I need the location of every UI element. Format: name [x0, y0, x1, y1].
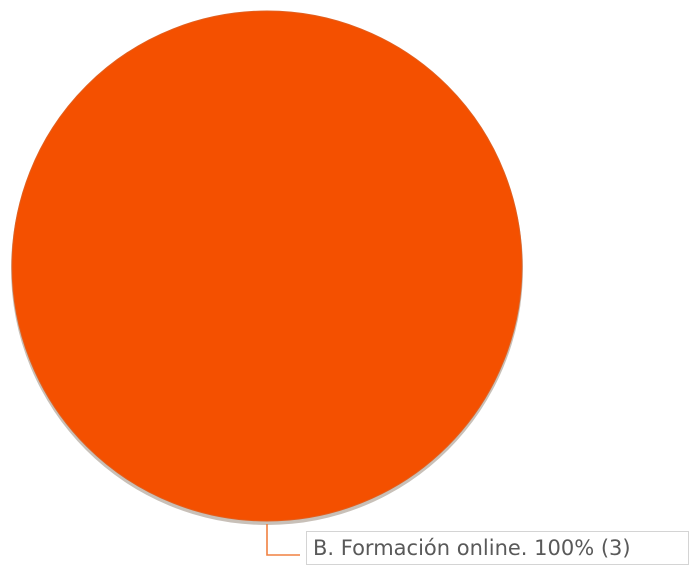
slice-leader-line — [266, 524, 300, 556]
pie-slice-1 — [11, 10, 523, 522]
slice-data-label: B. Formación online. 100% (3) — [313, 536, 631, 560]
slice-label-box — [306, 531, 689, 565]
pie-slices — [11, 10, 523, 525]
